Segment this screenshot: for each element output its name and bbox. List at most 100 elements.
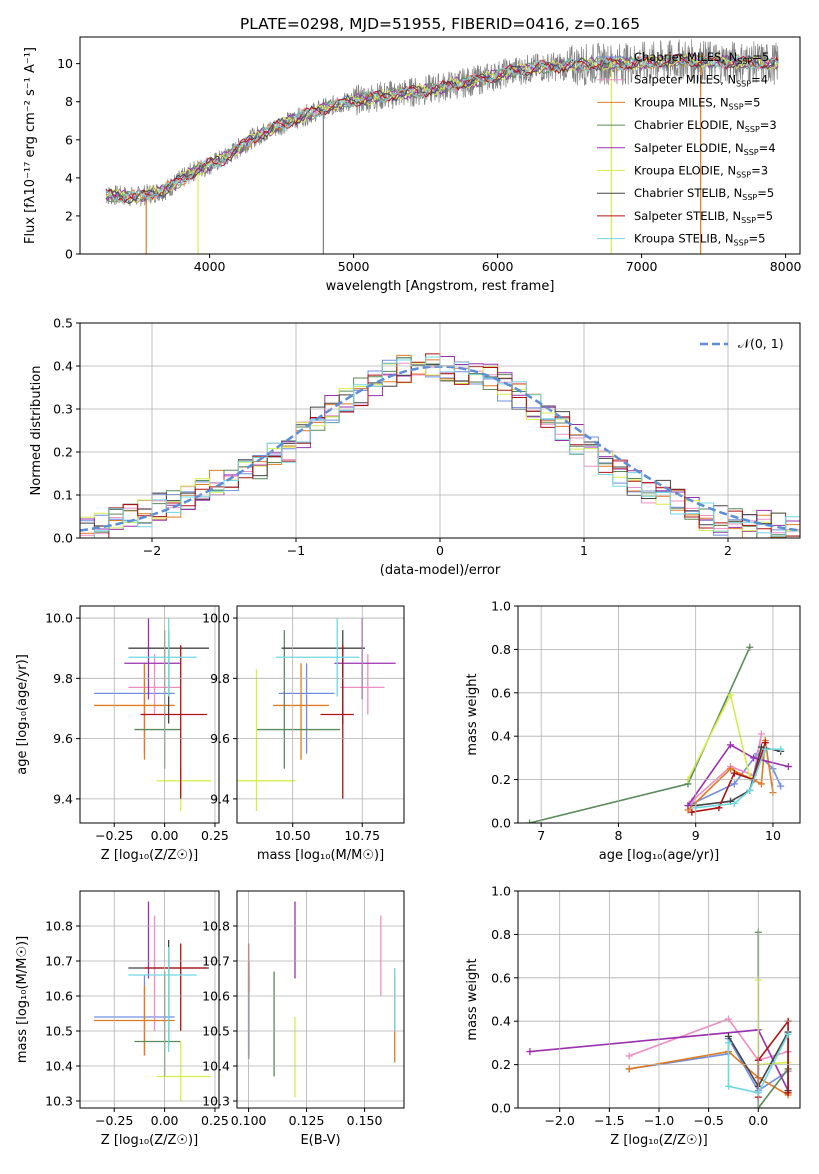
page-title: PLATE=0298, MJD=51955, FIBERID=0416, z=0… [240, 15, 640, 33]
x-tick-label: 2 [724, 543, 732, 558]
chart-age-vs-Z: −0.25 0.00 0.25 9.4 9.6 9.8 10.0 Z [log₁₀(Z/Z☉)… [15, 605, 229, 863]
weight-marker [625, 1065, 633, 1073]
chart-mass-vs-Z: −0.25 0.00 0.25 10.3 10.4 10.5 10.6 10.7 10.8 Z [… [15, 890, 229, 1148]
legend: Chabrier MILES, NSSP=5 Salpeter MILES, NS… [597, 50, 777, 248]
weight-marker [726, 741, 734, 749]
y-tick-label: 10.0 [45, 611, 73, 626]
y-axis-label: mass [log₁₀(M/M☉)] [15, 936, 30, 1063]
x-tick-label: 4000 [194, 259, 226, 274]
axes-frame [79, 322, 801, 539]
x-tick-label: −0.25 [95, 828, 133, 843]
x-tick-label: 0.125 [289, 1113, 325, 1128]
x-axis-label: Z [log₁₀(Z/Z☉)] [101, 1133, 198, 1148]
x-tick-label: 6000 [482, 259, 514, 274]
weight-marker [730, 780, 738, 788]
legend-entry: Chabrier MILES, NSSP=5 [634, 50, 769, 66]
x-tick-label: 7000 [626, 259, 658, 274]
y-tick-label: 6 [65, 132, 73, 147]
y-tick-label: 9.8 [53, 671, 73, 686]
plot-area [237, 618, 396, 811]
weight-marker [761, 745, 769, 753]
x-tick-label: 10.75 [344, 828, 380, 843]
y-axis-label: Flux [fλ10⁻¹⁷ erg cm⁻² s⁻¹ A⁻¹] [23, 47, 38, 244]
y-tick-label: 10 [57, 56, 73, 71]
legend-entry: Chabrier STELIB, NSSP=5 [634, 186, 774, 202]
y-tick-label: 10.4 [45, 1059, 73, 1074]
x-tick-label: 9 [692, 828, 700, 843]
model-spectrum [105, 53, 779, 204]
x-axis-label: (data-model)/error [380, 563, 501, 578]
y-tick-label: 10.3 [202, 1094, 230, 1109]
plot-area [94, 901, 211, 1101]
x-tick-label: −1 [287, 543, 305, 558]
axes-frame [517, 890, 801, 1109]
y-tick-label: 0.0 [53, 531, 73, 546]
y-tick-label: 8 [65, 94, 73, 109]
weight-marker [730, 769, 738, 777]
weight-marker [746, 786, 754, 794]
y-tick-label: 10.6 [45, 989, 73, 1004]
y-tick-label: 0 [65, 247, 73, 262]
x-tick-label: 0.25 [201, 1113, 229, 1128]
x-axis-label: mass [log₁₀(M/M☉)] [257, 848, 384, 863]
x-tick-label: 8000 [770, 259, 802, 274]
weight-marker [757, 780, 765, 788]
weight-marker [730, 799, 738, 807]
y-tick-label: 1.0 [491, 599, 511, 614]
x-tick-label: 8 [614, 828, 622, 843]
y-tick-label: 10.7 [202, 954, 230, 969]
y-tick-label: 10.5 [45, 1024, 73, 1039]
weight-marker [526, 1048, 534, 1056]
y-tick-label: 0.1 [53, 488, 73, 503]
chart-age-vs-mass: 10.50 10.75 9.4 9.6 9.8 10.0 mass [log₁₀(M/M☉)… [202, 605, 405, 863]
weight-line [687, 743, 789, 807]
y-tick-label: 4 [65, 170, 73, 185]
weight-marker [526, 819, 534, 823]
x-axis-label: Z [log₁₀(Z/Z☉)] [101, 848, 198, 863]
y-tick-label: 0.0 [491, 1101, 511, 1116]
y-tick-label: 0.5 [53, 316, 73, 331]
x-tick-label: 0.0 [748, 1113, 768, 1128]
weight-marker [726, 765, 734, 773]
chart-weight-vs-Z: −2.0 −1.5 −1.0 −0.5 0.0 0.0 0.2 0.4 0.6 0.8 1.0 Z [… [465, 884, 801, 1148]
weight-marker [725, 1082, 733, 1090]
y-axis-label: mass weight [465, 673, 480, 755]
chart-mass-vs-EBV: 0.100 0.125 0.150 10.3 10.4 10.5 10.6 10.7 10.8 E… [202, 890, 405, 1148]
weight-marker [784, 1030, 792, 1038]
y-tick-label: 0.2 [491, 1057, 511, 1072]
legend-entry: Salpeter MILES, NSSP=4 [634, 73, 768, 89]
x-tick-label: −2 [143, 543, 161, 558]
weight-line [529, 646, 751, 823]
x-tick-label: −1.5 [594, 1113, 624, 1128]
y-tick-label: 9.4 [53, 791, 73, 806]
weight-line [691, 733, 763, 802]
y-tick-label: 0.6 [491, 970, 511, 985]
y-tick-label: 0.4 [53, 359, 73, 374]
x-tick-label: −1.0 [644, 1113, 674, 1128]
weight-marker [750, 754, 758, 762]
axes-frame [236, 605, 405, 824]
weight-marker [777, 782, 785, 790]
chart-weight-vs-age: 7 8 9 10 0.0 0.2 0.4 0.6 0.8 1.0 age [log₁₀(age/yr… [465, 599, 801, 863]
y-tick-label: 10.0 [202, 611, 230, 626]
y-tick-label: 1.0 [491, 884, 511, 899]
x-tick-label: 0.00 [151, 1113, 179, 1128]
y-tick-label: 10.4 [202, 1059, 230, 1074]
y-tick-label: 9.6 [210, 731, 230, 746]
legend-entry: Kroupa ELODIE, NSSP=3 [634, 164, 768, 180]
weight-marker [784, 763, 792, 771]
y-tick-label: 0.0 [491, 816, 511, 831]
model-spectrum [105, 53, 779, 203]
legend-entry: Salpeter STELIB, NSSP=5 [634, 209, 773, 225]
plot-area [526, 643, 792, 823]
weight-line [757, 980, 789, 1066]
chart-spectrum: 4000 5000 6000 7000 8000 0 2 4 6 8 10 wavelength [A… [23, 36, 802, 294]
x-tick-label: 0.25 [201, 828, 229, 843]
plot-area [94, 618, 211, 811]
x-tick-label: 5000 [338, 259, 370, 274]
y-tick-label: 2 [65, 208, 73, 223]
y-tick-label: 0.8 [491, 927, 511, 942]
y-tick-label: 10.8 [45, 919, 73, 934]
axes-frame [236, 890, 405, 1109]
